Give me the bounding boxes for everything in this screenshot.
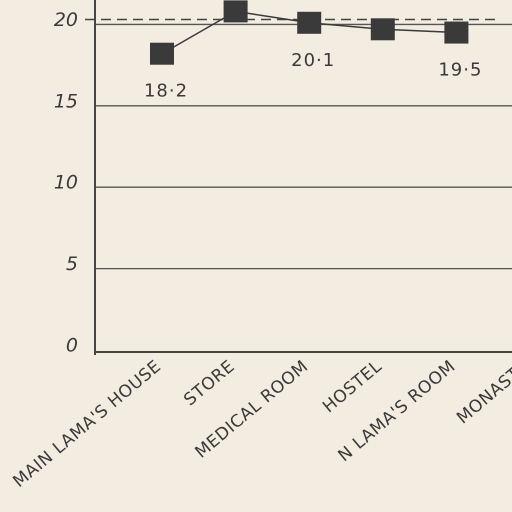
y-tick-label: 15 bbox=[54, 90, 78, 112]
y-tick-label: 0 bbox=[66, 335, 78, 357]
point bbox=[297, 11, 322, 34]
value-label: 20·1 bbox=[291, 50, 335, 71]
y-tick-label: 5 bbox=[66, 253, 78, 275]
point bbox=[444, 21, 469, 44]
point bbox=[150, 42, 174, 65]
y-tick-label: 10 bbox=[54, 172, 78, 194]
value-label: 18·2 bbox=[144, 81, 188, 102]
point bbox=[370, 18, 395, 41]
point bbox=[223, 0, 248, 23]
y-tick-label: 20 bbox=[54, 9, 78, 31]
value-label: 19·5 bbox=[438, 60, 482, 81]
